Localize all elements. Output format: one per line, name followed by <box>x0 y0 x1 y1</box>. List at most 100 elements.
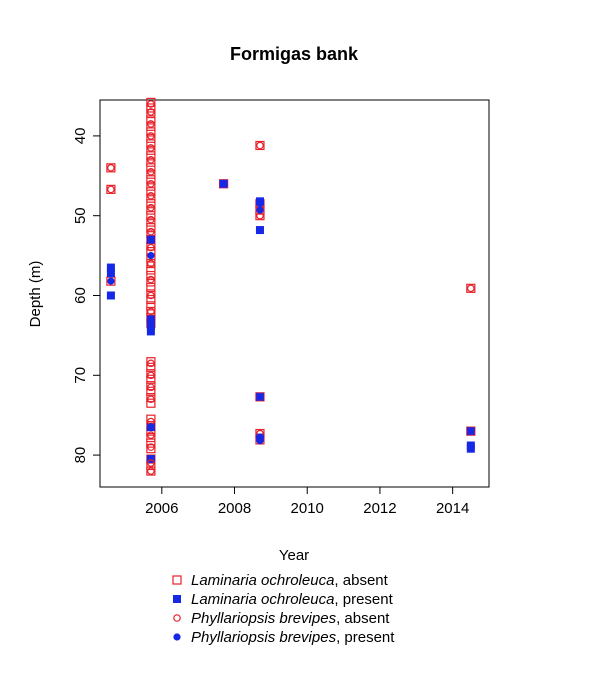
points-layer <box>106 97 476 476</box>
legend-label: Phyllariopsis brevipes, present <box>191 629 395 646</box>
data-point <box>466 283 476 293</box>
data-point <box>146 393 156 403</box>
data-point <box>467 443 475 451</box>
data-point <box>256 226 264 234</box>
data-point <box>106 269 115 278</box>
data-point <box>147 307 155 316</box>
legend-marker <box>173 595 181 603</box>
data-point <box>147 383 155 392</box>
data-point <box>146 157 156 167</box>
data-point <box>147 132 155 140</box>
data-point <box>106 184 116 194</box>
data-point <box>147 100 155 108</box>
legend-label: Laminaria ochroleuca, absent <box>191 572 389 589</box>
series-filled-square <box>106 179 475 464</box>
data-point <box>146 108 156 119</box>
data-point <box>107 263 115 272</box>
data-point <box>146 175 156 185</box>
data-point <box>146 432 156 443</box>
legend-marker <box>173 614 181 622</box>
x-tick-label: 2010 <box>291 500 324 517</box>
data-point <box>147 120 155 128</box>
legend-species: Laminaria ochroleuca <box>191 572 334 589</box>
data-point <box>147 215 155 224</box>
legend-item: Laminaria ochroleuca, absent <box>172 572 389 589</box>
data-point <box>147 443 155 451</box>
data-point <box>146 151 156 161</box>
legend-species: Phyllariopsis brevipes <box>191 629 337 646</box>
data-point <box>146 357 156 367</box>
legend-marker <box>172 575 182 585</box>
data-point <box>147 395 155 404</box>
data-point <box>146 163 156 173</box>
data-point <box>255 140 265 151</box>
legend-status: , present <box>334 591 393 608</box>
data-point <box>146 398 156 408</box>
data-point <box>146 205 156 215</box>
data-point <box>146 121 156 131</box>
data-point <box>147 431 155 439</box>
data-point <box>147 259 155 268</box>
legend-label: Laminaria ochroleuca, present <box>191 591 394 608</box>
data-point <box>146 235 155 244</box>
legend-species: Phyllariopsis brevipes <box>191 610 337 627</box>
data-point <box>146 277 156 287</box>
data-point <box>146 258 156 269</box>
data-point <box>146 381 156 391</box>
series-filled-circle <box>107 180 475 451</box>
data-point <box>146 466 156 476</box>
data-point <box>146 289 156 299</box>
data-point <box>147 156 155 164</box>
plot-frame <box>99 99 490 488</box>
data-point <box>467 284 475 293</box>
data-point <box>146 145 156 155</box>
legend-status: , absent <box>334 572 388 589</box>
data-point <box>146 270 156 281</box>
data-point <box>467 427 475 435</box>
x-tick-label: 2008 <box>218 500 251 517</box>
data-point <box>107 291 115 300</box>
data-point <box>146 369 156 379</box>
data-point <box>107 185 115 194</box>
data-point <box>146 217 156 227</box>
data-point <box>146 127 156 137</box>
data-point <box>146 327 155 336</box>
data-point <box>146 103 156 113</box>
x-tick-label: 2014 <box>436 500 469 517</box>
data-point <box>147 168 155 176</box>
data-point <box>146 282 156 293</box>
data-point <box>147 359 155 368</box>
data-point <box>107 164 115 172</box>
data-point <box>256 206 264 214</box>
data-point <box>146 455 155 464</box>
y-tick-label: 40 <box>72 128 89 145</box>
y-tick-label: 50 <box>72 207 89 224</box>
data-point <box>256 141 264 150</box>
x-tick-label: 2012 <box>363 500 396 517</box>
data-point <box>146 115 156 125</box>
data-point <box>256 200 264 208</box>
data-point <box>147 227 155 236</box>
series-open-circle <box>107 100 475 475</box>
data-point <box>147 467 155 475</box>
data-point <box>220 180 228 188</box>
data-point <box>147 203 155 212</box>
data-point <box>147 144 155 152</box>
y-axis: 40 50 60 70 80 <box>72 128 101 463</box>
legend-marker <box>173 633 181 641</box>
data-point <box>147 108 155 116</box>
data-point <box>146 139 156 149</box>
data-point <box>147 243 155 252</box>
data-point <box>146 444 156 454</box>
data-point <box>146 169 156 179</box>
legend-species: Laminaria ochroleuca <box>191 591 334 608</box>
legend-label: Phyllariopsis brevipes, absent <box>191 610 390 627</box>
data-point <box>146 193 156 203</box>
data-point <box>146 133 156 143</box>
data-point <box>146 294 156 305</box>
data-point <box>147 423 155 431</box>
data-point <box>146 265 156 275</box>
data-point <box>146 374 156 384</box>
